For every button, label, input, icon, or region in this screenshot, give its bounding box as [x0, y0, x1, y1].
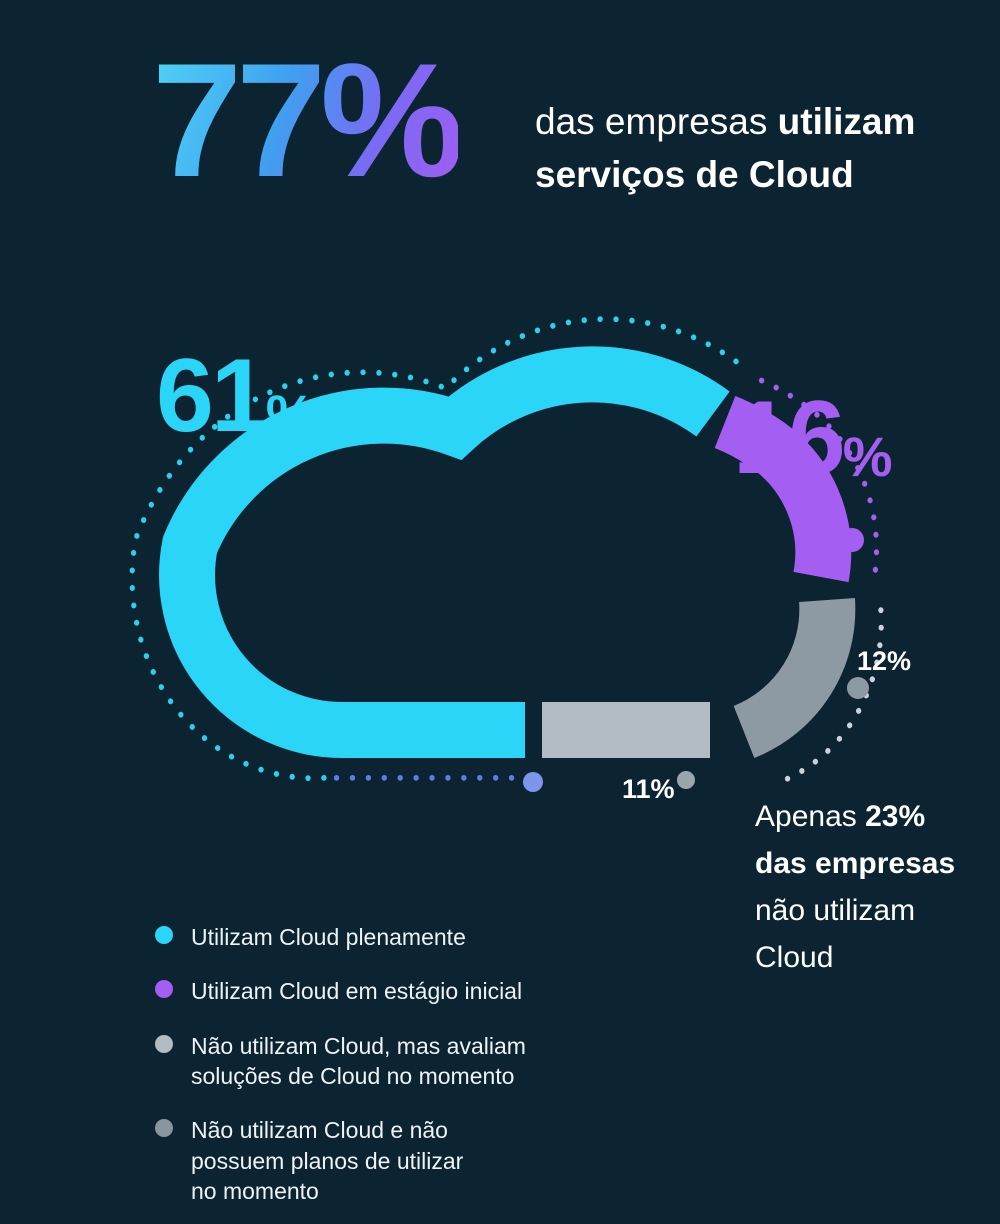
headline-text-normal: das empresas — [535, 101, 778, 142]
label-16-symbol: % — [842, 424, 893, 488]
callout-normal-2: não utilizam Cloud — [755, 894, 916, 975]
label-11-percent: 11% — [622, 774, 675, 804]
headline-percentage: 77% — [152, 30, 464, 211]
callout-bold: 23% das empresas — [755, 800, 956, 881]
dotted-ring — [129, 316, 884, 784]
label-12-percent: 12% — [857, 646, 912, 676]
accent-dot-gray-bottom — [677, 771, 695, 789]
label-61-symbol: % — [265, 382, 316, 446]
dotted-ring-left-top — [129, 316, 751, 782]
cloud-outline — [159, 346, 856, 759]
accent-dot-purple — [840, 528, 864, 552]
legend-label-3: Não utilizam Cloud e não possuem planos … — [191, 1117, 464, 1205]
segment-utilizam-plenamente — [159, 346, 730, 759]
legend-item-1: Utilizam Cloud em estágio inicial — [155, 976, 526, 1006]
legend-dot-1 — [155, 980, 173, 999]
cloud-donut-chart — [129, 316, 884, 792]
legend-dot-3 — [155, 1119, 173, 1138]
legend-item-0: Utilizam Cloud plenamente — [155, 922, 526, 952]
dotted-ring-right — [781, 607, 884, 784]
segment-sem-planos — [732, 598, 856, 759]
headline-text: das empresas utilizam serviços de Cloud — [535, 96, 955, 201]
label-61-number: 61 — [156, 338, 269, 454]
segment-estagio-inicial — [714, 395, 852, 583]
legend: Utilizam Cloud plenamente Utilizam Cloud … — [155, 922, 526, 1207]
legend-dot-0 — [155, 926, 173, 944]
headline-text-bold-2: serviços de Cloud — [535, 153, 854, 195]
callout-23-percent: Apenas 23% das empresas não utilizam Clo… — [755, 793, 970, 981]
label-61-percent: 61% — [156, 338, 316, 454]
legend-dot-2 — [155, 1034, 173, 1053]
headline-text-bold-1: utilizam — [777, 101, 916, 142]
legend-item-2: Não utilizam Cloud, mas avaliam soluções… — [155, 1031, 526, 1092]
dotted-ring-top-right — [758, 377, 880, 584]
label-16-percent: 16% — [733, 380, 893, 496]
label-16-number: 16 — [733, 380, 846, 496]
accent-dot-blue — [523, 772, 543, 792]
legend-label-2: Não utilizam Cloud, mas avaliam soluções… — [191, 1032, 526, 1090]
legend-item-3: Não utilizam Cloud e não possuem planos … — [155, 1115, 526, 1206]
legend-label-0: Utilizam Cloud plenamente — [191, 924, 466, 950]
legend-label-1: Utilizam Cloud em estágio inicial — [191, 978, 523, 1005]
accent-dot-gray-right — [847, 677, 869, 699]
callout-normal-1: Apenas — [755, 800, 866, 833]
